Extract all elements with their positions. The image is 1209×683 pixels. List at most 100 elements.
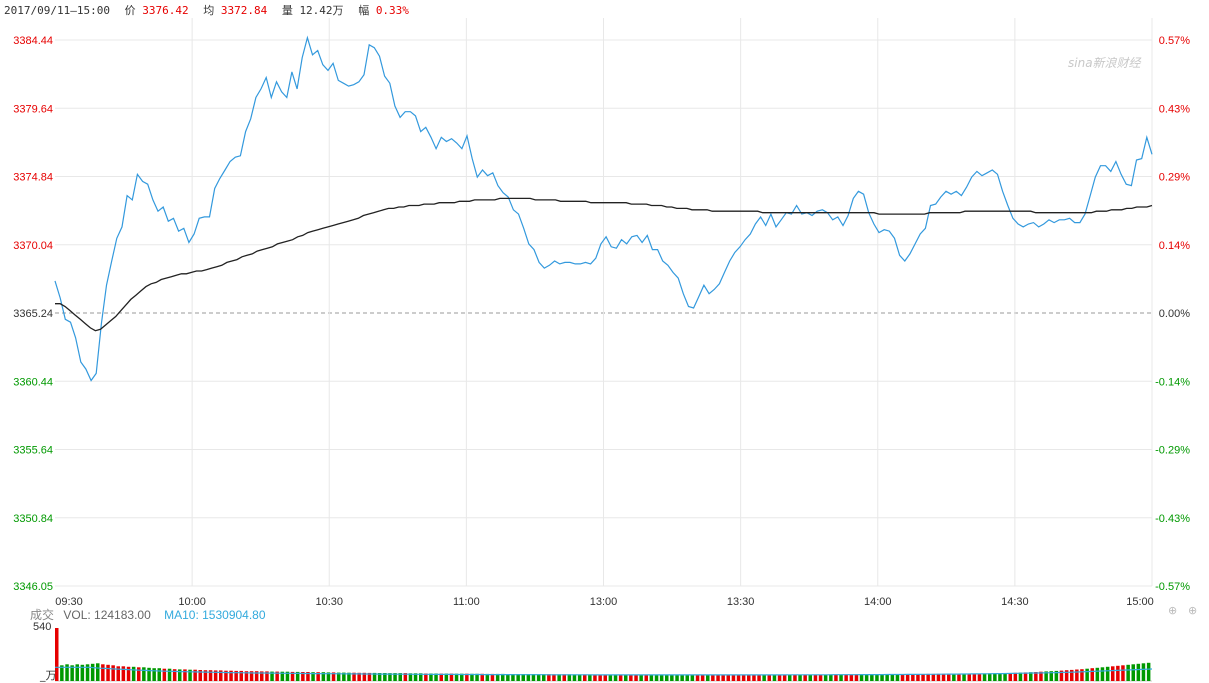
volume-bar [700, 674, 705, 681]
volume-bar [254, 671, 259, 681]
x-tick: 11:00 [453, 596, 480, 608]
volume-bar [649, 674, 654, 681]
volume-bar [1008, 673, 1012, 681]
volume-bar [711, 674, 715, 681]
volume-bar [1085, 668, 1089, 681]
volume-vol-text: VOL: 124183.00 [63, 608, 151, 622]
volume-bar [547, 674, 551, 681]
volume-bar [552, 674, 556, 681]
volume-bar [280, 671, 285, 681]
volume-bar [1049, 671, 1053, 681]
volume-bar [357, 672, 361, 681]
zoom-in-icon[interactable]: ⊕ [1168, 604, 1178, 617]
zoom-out-icon[interactable]: ⊕ [1188, 604, 1198, 617]
volume-bar [1023, 672, 1028, 681]
volume-bar [249, 671, 254, 681]
x-tick: 13:00 [590, 596, 618, 608]
volume-bar [644, 674, 648, 681]
volume-bar [957, 673, 961, 681]
volume-bar [782, 674, 787, 681]
volume-bar [429, 673, 433, 681]
volume-bar [834, 674, 838, 681]
volume-bar [1121, 665, 1125, 681]
volume-bar [362, 672, 367, 681]
volume-bar [70, 665, 74, 681]
volume-bar [752, 674, 756, 681]
volume-bar [239, 670, 243, 681]
volume-bar [213, 670, 218, 681]
y-tick-right: -0.43% [1155, 513, 1190, 525]
volume-bar [1044, 671, 1048, 681]
volume-bar [844, 674, 848, 681]
y-tick-right: -0.57% [1155, 581, 1190, 593]
volume-bar [444, 673, 449, 681]
x-tick: 15:00 [1126, 596, 1154, 608]
volume-bar [598, 674, 602, 681]
volume-bar [634, 674, 638, 681]
header-chg-label: 幅 [358, 4, 370, 17]
volume-bar [726, 674, 730, 681]
volume-bar [1095, 667, 1100, 682]
volume-unit-label: _万 [40, 669, 57, 682]
volume-bar [80, 664, 85, 681]
y-tick-right: 0.43% [1159, 103, 1190, 115]
volume-bar [439, 673, 443, 681]
volume-bar [208, 670, 213, 681]
volume-bar [762, 674, 766, 681]
volume-bar [137, 667, 141, 681]
volume-bar [588, 674, 592, 681]
chart-grid [55, 18, 1153, 682]
volume-bar [1034, 672, 1038, 681]
y-tick-left: 3379.64 [13, 103, 53, 115]
x-tick: 14:00 [864, 596, 892, 608]
average-price-line [55, 197, 1153, 332]
volume-bar [331, 672, 336, 681]
volume-bar [875, 674, 879, 681]
volume-bar [864, 674, 869, 681]
volume-bar [265, 671, 269, 681]
volume-bar [485, 673, 490, 681]
volume-bars [55, 628, 1153, 682]
volume-bar [988, 673, 992, 681]
x-tick: 10:00 [178, 596, 206, 608]
header-chg-value: 0.33% [375, 4, 409, 17]
volume-bar [680, 674, 684, 681]
volume-bar [1013, 672, 1018, 681]
volume-bar [849, 674, 854, 681]
volume-bar [260, 671, 264, 681]
volume-bar [85, 664, 90, 681]
header-vol-value: 12.42万 [299, 4, 344, 17]
volume-bar [501, 673, 505, 681]
volume-ma-line [55, 666, 1153, 676]
x-tick: 10:30 [315, 596, 343, 608]
volume-bar [311, 672, 315, 681]
volume-bar [126, 666, 131, 681]
y-axis-right: 0.57% 0.43% 0.29% 0.14% 0.00% -0.14% -0.29% -0.… [1155, 35, 1190, 593]
volume-bar [741, 674, 746, 681]
x-tick: 14:30 [1001, 596, 1029, 608]
volume-bar [152, 668, 156, 681]
volume-bar [1054, 670, 1059, 681]
volume-bar [1003, 673, 1007, 681]
volume-bar [167, 668, 172, 681]
volume-bar [629, 674, 633, 681]
volume-bar [306, 672, 310, 681]
x-tick: 09:30 [55, 596, 83, 608]
volume-bar [706, 674, 710, 681]
volume-bar [1141, 663, 1146, 681]
volume-bar [536, 674, 541, 681]
volume-bar [675, 674, 679, 681]
volume-bar [1090, 668, 1094, 681]
volume-bar [1131, 664, 1135, 681]
volume-bar [839, 674, 843, 681]
y-tick-right: -0.14% [1155, 376, 1190, 388]
volume-bar [818, 674, 823, 681]
volume-bar [398, 673, 402, 681]
volume-bar [952, 673, 956, 681]
volume-bar [593, 674, 597, 681]
volume-bar [900, 674, 905, 681]
y-tick-left: 3365.24 [13, 308, 53, 320]
y-tick-right: 0.00% [1159, 308, 1190, 320]
volume-bar [383, 673, 387, 681]
